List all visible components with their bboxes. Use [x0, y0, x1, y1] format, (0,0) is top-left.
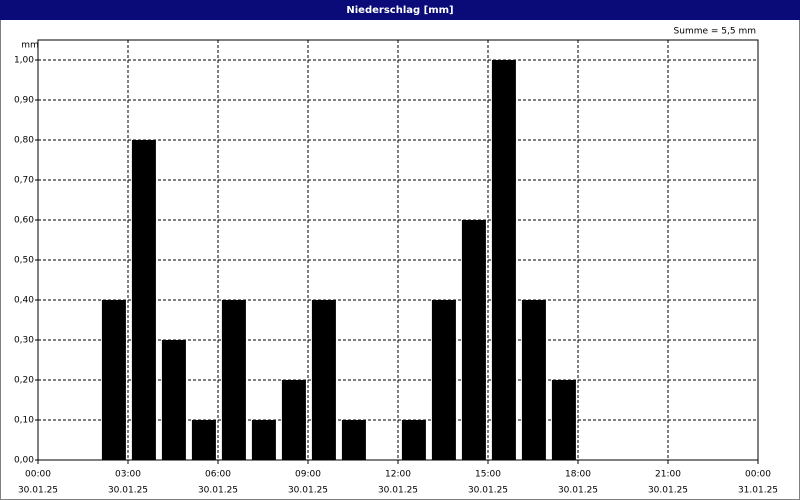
y-tick-label: 0,10: [14, 416, 34, 426]
x-tick-label: 00:00: [745, 470, 771, 480]
y-tick-label: 1,00: [14, 56, 34, 66]
x-tick-label: 15:00: [475, 470, 501, 480]
x-tick-date: 30.01.25: [648, 486, 688, 496]
y-tick-label: 0,40: [14, 296, 34, 306]
x-tick-date: 30.01.25: [198, 486, 238, 496]
x-tick-label: 00:00: [25, 470, 51, 480]
x-tick-date: 30.01.25: [288, 486, 328, 496]
bar: [161, 340, 186, 460]
x-tick-date: 30.01.25: [558, 486, 598, 496]
bar: [461, 220, 486, 460]
y-tick-label: 0,70: [14, 176, 34, 186]
x-tick-label: 21:00: [655, 470, 681, 480]
bar: [401, 420, 426, 460]
bar: [431, 300, 456, 460]
bar: [521, 300, 546, 460]
x-tick-label: 03:00: [115, 470, 141, 480]
bar: [131, 140, 156, 460]
y-tick-label: 0,20: [14, 376, 34, 386]
y-tick-label: 0,50: [14, 256, 34, 266]
chart-title: Niederschlag [mm]: [346, 5, 453, 16]
x-tick-date: 30.01.25: [468, 486, 508, 496]
x-tick-date: 31.01.25: [738, 486, 778, 496]
y-tick-label: 0,30: [14, 336, 34, 346]
annotation: Summe = 5,5 mm: [674, 27, 756, 37]
bar: [281, 380, 306, 460]
y-tick-label: 0,00: [14, 456, 34, 466]
y-tick-label: 0,60: [14, 216, 34, 226]
bar: [101, 300, 126, 460]
bar: [251, 420, 276, 460]
title-bar: [0, 0, 800, 20]
x-tick-label: 18:00: [565, 470, 591, 480]
x-tick-date: 30.01.25: [378, 486, 418, 496]
bar: [491, 60, 516, 460]
bar: [311, 300, 336, 460]
x-tick-date: 30.01.25: [108, 486, 148, 496]
x-tick-label: 09:00: [295, 470, 321, 480]
y-tick-label: 0,90: [14, 96, 34, 106]
y-tick-label: 0,80: [14, 136, 34, 146]
y-unit: mm: [21, 41, 39, 51]
bar: [191, 420, 216, 460]
bar: [551, 380, 576, 460]
bar: [221, 300, 246, 460]
bar: [341, 420, 366, 460]
x-tick-label: 12:00: [385, 470, 411, 480]
x-tick-date: 30.01.25: [18, 486, 58, 496]
x-tick-label: 06:00: [205, 470, 231, 480]
